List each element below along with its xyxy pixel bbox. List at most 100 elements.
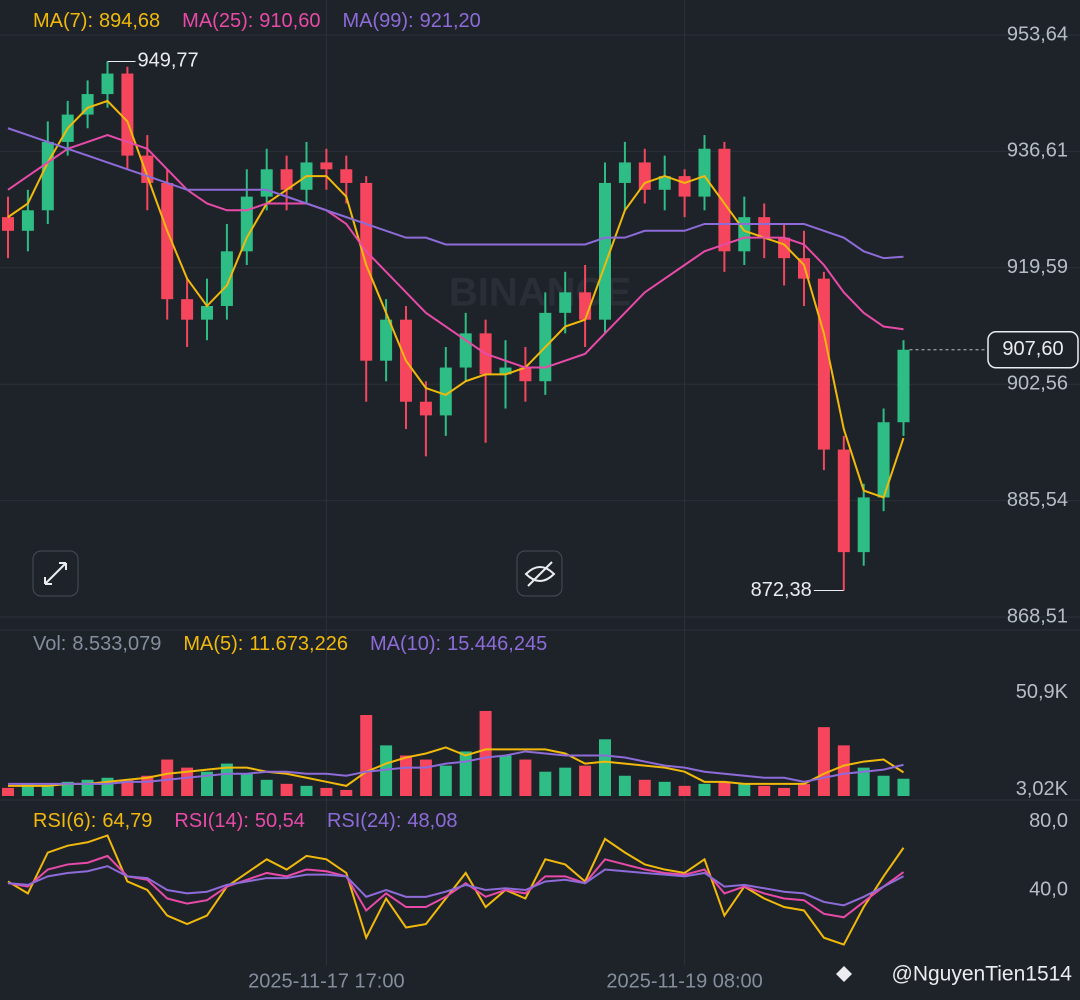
- volume-bar: [857, 767, 870, 796]
- legend-value: 48,08: [407, 810, 457, 832]
- indicator-line: [7, 854, 905, 919]
- candle-body: [260, 169, 273, 197]
- volume-bar: [300, 785, 313, 796]
- candle-body: [698, 148, 711, 197]
- candle-body: [280, 169, 293, 190]
- volume-bar: [340, 789, 353, 796]
- y-tick-label: 50,9K: [1016, 681, 1069, 703]
- candle-body: [101, 73, 114, 95]
- indicator-line: [7, 127, 904, 260]
- candle-body: [758, 217, 771, 238]
- expand-button[interactable]: [32, 550, 79, 597]
- volume-bar: [738, 783, 751, 796]
- last-price-box: [987, 331, 1079, 369]
- volume-bar: [201, 771, 213, 796]
- legend-value: 15.446,245: [447, 633, 547, 655]
- credit-icon: [836, 966, 852, 982]
- volume-bar: [81, 779, 94, 796]
- volume-bar: [519, 759, 532, 796]
- candle-body: [220, 251, 233, 307]
- volume-bar: [559, 767, 572, 796]
- candle-body: [201, 306, 213, 320]
- volume-bar: [798, 783, 810, 796]
- legend-name: MA(99):: [342, 10, 413, 32]
- volume-bar: [817, 727, 830, 796]
- credit: @NguyenTien1514: [892, 963, 1073, 986]
- indicator-line: [7, 865, 904, 907]
- y-tick-label: 3,02K: [1016, 778, 1069, 800]
- volume-bar: [121, 779, 134, 796]
- volume-bar: [419, 759, 432, 796]
- candle-body: [817, 278, 830, 450]
- volume-bar: [718, 781, 731, 796]
- volume-bar: [579, 765, 592, 796]
- volume-bar: [599, 739, 611, 796]
- volume-bar: [220, 763, 233, 796]
- volume-bar: [181, 767, 194, 796]
- volume-bar: [161, 759, 174, 796]
- candle-body: [419, 401, 432, 416]
- volume-bar: [658, 781, 671, 796]
- candle-body: [519, 367, 532, 382]
- candle-body: [857, 497, 870, 553]
- candle-body: [2, 217, 14, 231]
- volume-bar: [41, 785, 54, 796]
- candle-body: [380, 319, 393, 361]
- volume-bar: [439, 765, 452, 796]
- volume-bar: [758, 785, 771, 796]
- legend-name: Vol:: [33, 633, 66, 655]
- legend: RSI(6): 64,79 RSI(14): 50,54 RSI(24): 48,08: [33, 810, 457, 832]
- legend-name: MA(5):: [183, 633, 243, 655]
- legend-value: 11.673,226: [249, 633, 348, 655]
- volume-bar: [877, 775, 890, 796]
- volume-bar: [539, 771, 552, 796]
- candle-body: [678, 176, 691, 197]
- y-tick-label: 868,51: [1007, 605, 1068, 627]
- legend-value: 910,60: [259, 10, 320, 32]
- candle-body: [718, 148, 731, 252]
- candle-body: [439, 367, 452, 416]
- candle-body: [837, 449, 850, 553]
- volume-bar: [897, 778, 910, 796]
- volume-bar: [479, 710, 492, 796]
- candle-body: [121, 73, 134, 156]
- volume-bar: [459, 751, 472, 796]
- legend-value: 894,68: [99, 10, 160, 32]
- volume-bar: [61, 781, 74, 796]
- legend: Vol: 8.533,079 MA(5): 11.673,226 MA(10): 15.4…: [33, 633, 547, 655]
- indicator-line: [8, 746, 905, 787]
- hide-button[interactable]: [516, 550, 563, 597]
- low-label: 872,38: [751, 579, 812, 601]
- candle-body: [877, 422, 890, 498]
- candle-body: [21, 210, 34, 231]
- volume-bar: [240, 773, 253, 796]
- candle-body: [738, 217, 751, 252]
- candle-body: [618, 162, 631, 183]
- volume-bar: [2, 787, 14, 796]
- indicator-line: [8, 750, 904, 785]
- high-label: 949,77: [138, 50, 199, 72]
- volume-bar: [638, 779, 651, 796]
- legend-name: MA(10):: [370, 633, 441, 655]
- volume-bar: [280, 783, 293, 796]
- candle-body: [360, 182, 373, 361]
- volume-bar: [380, 745, 393, 796]
- y-tick-label: 80,0: [1029, 810, 1068, 832]
- legend-name: RSI(6):: [33, 810, 96, 832]
- candle-body: [181, 299, 194, 320]
- y-tick-label: 885,54: [1007, 489, 1068, 511]
- y-tick-label: 919,59: [1007, 256, 1068, 278]
- candle-body: [638, 162, 651, 190]
- candle-body: [161, 182, 174, 300]
- legend-name: MA(25):: [182, 10, 253, 32]
- volume-bar: [320, 787, 333, 796]
- candle-body: [41, 141, 54, 211]
- y-tick-label: 902,56: [1007, 373, 1068, 395]
- y-tick-label: 936,61: [1007, 140, 1068, 162]
- candle-body: [658, 176, 671, 190]
- legend-value: 921,20: [420, 10, 481, 32]
- candle-body: [320, 162, 333, 170]
- indicator-line: [7, 134, 904, 369]
